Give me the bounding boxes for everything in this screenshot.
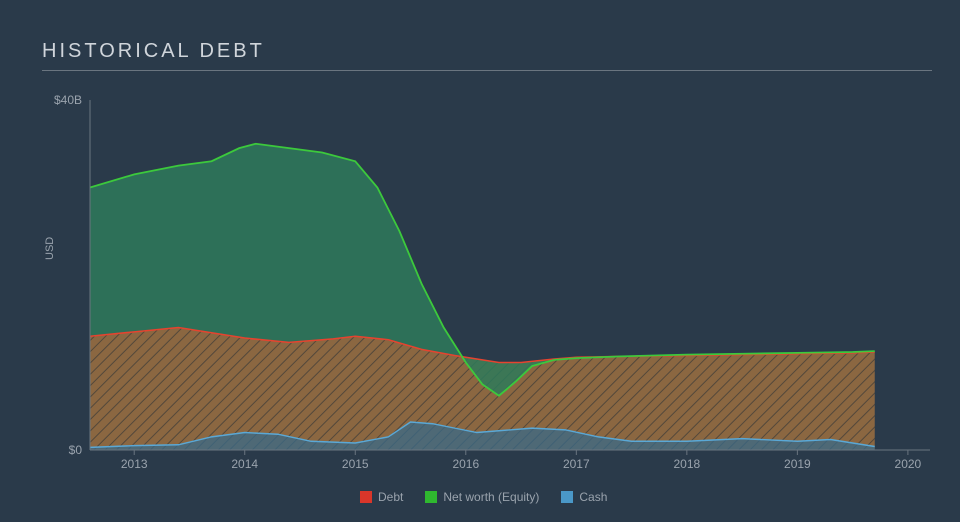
svg-text:2019: 2019 [784, 457, 811, 471]
legend-label-debt: Debt [378, 490, 403, 504]
chart-container: { "chart": { "type": "area", "title": "H… [0, 0, 960, 522]
legend-item-cash: Cash [561, 490, 607, 504]
svg-text:2017: 2017 [563, 457, 590, 471]
legend-swatch-cash [561, 491, 573, 503]
svg-text:$40B: $40B [54, 93, 82, 107]
svg-text:2013: 2013 [121, 457, 148, 471]
legend-item-equity: Net worth (Equity) [425, 490, 539, 504]
chart-legend: Debt Net worth (Equity) Cash [360, 490, 607, 504]
legend-label-equity: Net worth (Equity) [443, 490, 539, 504]
legend-item-debt: Debt [360, 490, 403, 504]
svg-text:2018: 2018 [673, 457, 700, 471]
svg-text:2016: 2016 [452, 457, 479, 471]
svg-text:2015: 2015 [342, 457, 369, 471]
svg-text:$0: $0 [69, 443, 83, 457]
area-chart: 2013 2014 2015 2016 2017 2018 2019 2020 $0 $40B [0, 0, 960, 522]
svg-text:2020: 2020 [895, 457, 922, 471]
legend-swatch-debt [360, 491, 372, 503]
legend-swatch-equity [425, 491, 437, 503]
svg-text:2014: 2014 [231, 457, 258, 471]
legend-label-cash: Cash [579, 490, 607, 504]
